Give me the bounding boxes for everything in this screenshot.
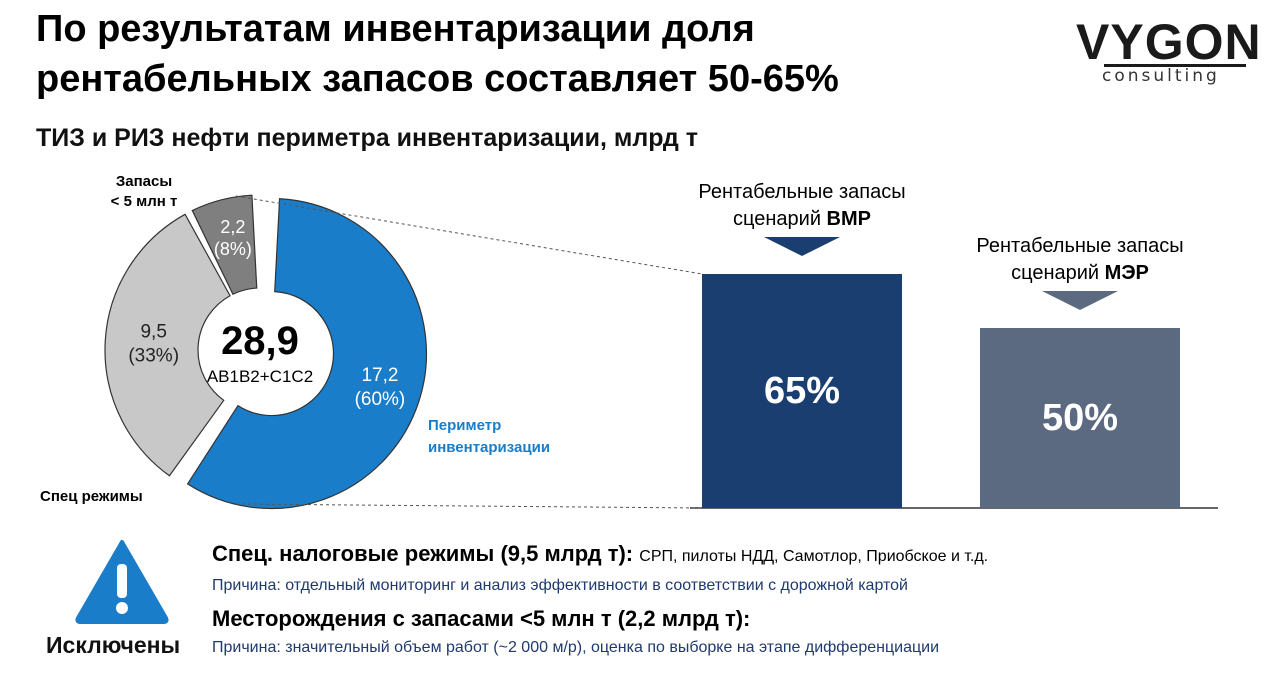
logo-wordmark: VYGON [1076, 14, 1262, 70]
exclusions-notes: Спец. налоговые режимы (9,5 млрд т): СРП… [212, 538, 1252, 665]
exclusion-2-heading: Месторождения с запасами <5 млн т (2,2 м… [212, 603, 1252, 635]
slice-small-share: (8%) [214, 239, 252, 259]
exclusion-1-detail: СРП, пилоты НДД, Самотлор, Приобское и т… [639, 548, 989, 565]
page-title-line-1: По результатам инвентаризации доля [36, 8, 755, 50]
donut-slice-small [191, 194, 258, 296]
bar-1-value: 65% [764, 370, 840, 412]
slice-perimeter-name: Периметр [428, 417, 501, 434]
exclusion-1-heading: Спец. налоговые режимы (9,5 млрд т): СРП… [212, 538, 1252, 573]
bar-1-label-2: сценарий ВМР [733, 208, 871, 230]
slice-small-name: Запасы [116, 173, 172, 190]
excluded-label: Исключены [46, 632, 181, 658]
slice-perimeter-value: 17,2 [361, 365, 398, 386]
bar-2-label: Рентабельные запасы [976, 235, 1183, 257]
slice-perimeter-share: (60%) [355, 389, 406, 410]
donut-slice-spec [104, 213, 231, 477]
vygon-logo: VYGON consulting [1070, 12, 1261, 92]
slice-spec-share: (33%) [128, 346, 179, 367]
page-title-line-2: рентабельных запасов составляет 50-65% [36, 58, 839, 100]
exclusion-1-title: Спец. налоговые режимы (9,5 млрд т): [212, 541, 634, 566]
logo-subtitle: consulting [1102, 66, 1220, 86]
bar-2 [980, 328, 1180, 508]
slice-small-value: 2,2 [220, 217, 245, 237]
bar-1-label: Рентабельные запасы [698, 181, 905, 203]
page-title: По результатам инвентаризации доля рента… [36, 4, 839, 104]
connector-top [235, 195, 703, 275]
bar-1 [702, 274, 902, 508]
slice-spec-name: Спец режимы [40, 488, 143, 505]
exclusion-2-reason: Причина: значительный объем работ (~2 00… [212, 639, 940, 656]
warning-icon [75, 540, 169, 624]
slice-spec-value: 9,5 [140, 322, 166, 343]
donut-total: 28,9 [221, 319, 299, 363]
donut-slice-perimeter [186, 198, 428, 510]
slice-small-name-2: < 5 млн т [111, 193, 178, 210]
donut-total-unit: AB1B2+C1C2 [207, 367, 313, 386]
exclusion-1-reason: Причина: отдельный мониторинг и анализ э… [212, 577, 908, 594]
bar-2-marker [1042, 291, 1118, 310]
bar-2-value: 50% [1042, 397, 1118, 439]
chart-title: ТИЗ и РИЗ нефти периметра инвентаризации… [36, 124, 698, 152]
bar-1-marker [764, 237, 840, 256]
bar-2-label-2: сценарий МЭР [1011, 262, 1149, 284]
exclusion-2-title: Месторождения с запасами <5 млн т (2,2 м… [212, 606, 751, 631]
logo-underline [1104, 64, 1246, 67]
slice-perimeter-name-2: инвентаризации [428, 439, 550, 456]
